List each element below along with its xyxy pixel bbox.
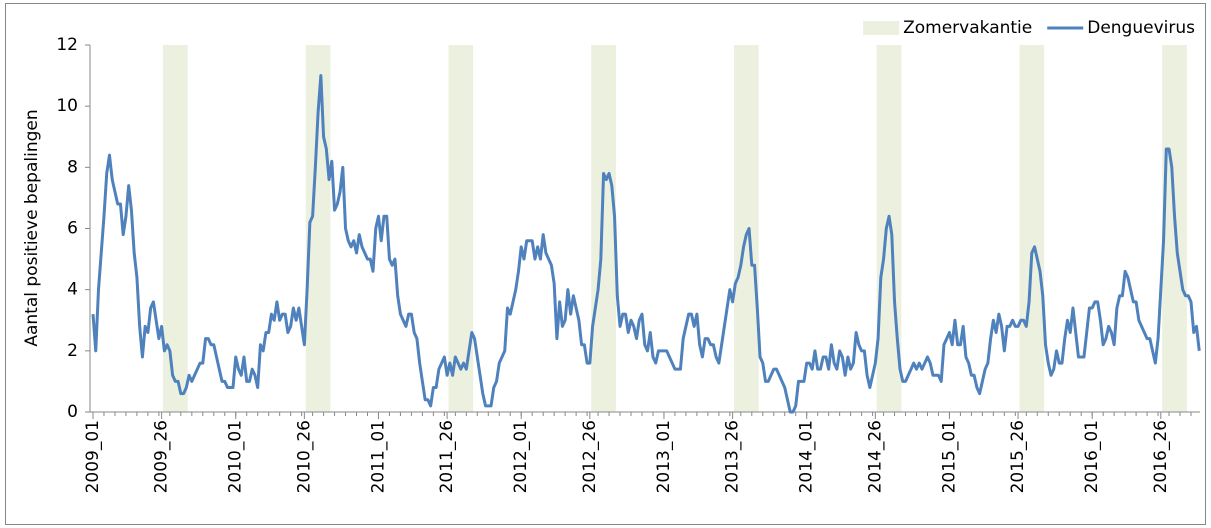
legend-swatch bbox=[863, 21, 900, 35]
x-tick-label: 2010_01 bbox=[226, 420, 246, 493]
summer-band bbox=[733, 45, 759, 412]
summer-band bbox=[162, 45, 188, 412]
x-tick-label: 2012_26 bbox=[580, 420, 600, 493]
x-tick-label: 2016_26 bbox=[1151, 420, 1171, 493]
x-tick-label: 2014_26 bbox=[865, 420, 885, 493]
y-tick-label: 0 bbox=[67, 402, 78, 422]
x-tick-label: 2011_01 bbox=[368, 420, 388, 493]
x-tick-label: 2009_01 bbox=[83, 420, 103, 493]
summer-band bbox=[1019, 45, 1045, 412]
legend-label: Denguevirus bbox=[1087, 18, 1195, 38]
x-tick-label: 2010_26 bbox=[294, 420, 314, 493]
x-tick-label: 2015_01 bbox=[939, 420, 959, 493]
x-tick-label: 2011_26 bbox=[437, 420, 457, 493]
y-tick-label: 4 bbox=[67, 280, 78, 300]
x-tick-label: 2009_26 bbox=[152, 420, 172, 493]
legend-label: Zomervakantie bbox=[903, 18, 1032, 38]
x-tick-label: 2016_01 bbox=[1082, 420, 1102, 493]
x-tick-label: 2013_01 bbox=[654, 420, 674, 493]
x-tick-label: 2015_26 bbox=[1008, 420, 1028, 493]
y-tick-label: 12 bbox=[56, 35, 78, 55]
x-tick-label: 2012_01 bbox=[511, 420, 531, 493]
x-tick-label: 2013_26 bbox=[723, 420, 743, 493]
summer-band bbox=[591, 45, 616, 412]
y-tick-label: 10 bbox=[56, 96, 78, 116]
y-tick-label: 8 bbox=[67, 157, 78, 177]
x-tick-label: 2014_01 bbox=[797, 420, 817, 493]
line bbox=[91, 74, 1201, 414]
y-axis-label: Aantal positieve bepalingen bbox=[22, 109, 42, 346]
y-tick-label: 6 bbox=[67, 219, 78, 239]
y-tick-label: 2 bbox=[67, 341, 78, 361]
